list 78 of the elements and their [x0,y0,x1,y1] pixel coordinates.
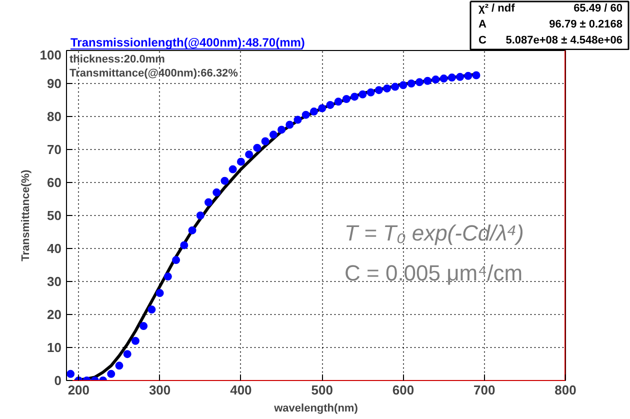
point [204,198,212,206]
text: A [478,18,486,30]
point [294,116,302,124]
point [212,188,221,196]
y-tick-label: 50 [47,208,62,223]
point [318,104,326,112]
point [366,88,375,96]
point [432,76,440,84]
point [131,336,140,345]
x-tick-label: 300 [148,382,171,398]
point [326,100,334,109]
point [269,130,278,139]
x-tick-label: 400 [230,382,252,398]
point [342,95,350,104]
point [123,350,132,358]
point [228,165,237,174]
point [172,256,180,264]
point [399,81,408,90]
point [358,90,367,98]
annotation: C = 0.005 μm⁴/cm [344,260,523,286]
point [253,144,262,152]
y-tick-label: 20 [47,307,62,322]
point [350,92,359,101]
annotation: Transmittance(@400nm):66.32% [70,68,238,80]
annotation: T = T₀ exp(-Cd/λ⁴) [344,220,524,246]
point [66,370,75,378]
point [148,306,156,314]
point [464,72,472,80]
point [188,226,196,234]
x-tick-label: 200 [68,382,90,398]
text: 5.087e+08 ± 4.548e+06 [506,34,623,46]
point [107,370,116,378]
point [236,158,245,166]
point [286,120,294,129]
point [180,241,188,250]
point [196,212,204,220]
point [448,74,456,82]
point [115,362,124,370]
x-tick-label: 800 [554,382,576,398]
point [472,71,480,80]
y-axis-title: Transmittance(%) [20,169,32,262]
point [261,137,270,146]
point [310,108,318,116]
point [220,176,229,185]
point [156,289,164,298]
y-tick-label: 10 [47,340,62,355]
point [415,78,424,86]
text: 65.49 / 60 [574,2,623,14]
y-tick-label: 40 [47,241,62,256]
point [140,322,148,330]
point [407,80,416,88]
x-tick-label: 700 [474,382,496,398]
x-tick-label: 600 [392,382,414,398]
point [374,86,383,94]
y-tick-label: 30 [47,274,62,289]
y-tick-label: 100 [40,48,62,62]
point [424,76,432,85]
point [164,272,172,281]
text: χ² / ndf [478,2,516,14]
point [382,84,391,92]
y-tick-label: 60 [47,175,62,190]
text: 96.79 ± 0.2168 [549,18,623,30]
point [278,126,286,134]
point [334,98,342,106]
y-tick-label: 0 [54,373,62,388]
point [391,82,400,91]
x-tick-label: 500 [311,382,333,398]
y-tick-label: 70 [47,142,62,157]
point [245,150,254,158]
point [302,110,310,119]
text: Transmissionlength(@400nm):48.70(mm) [70,36,305,50]
point [440,74,448,83]
x-axis-title: wavelength(nm) [273,402,358,414]
annotation: thickness:20.0mm [70,54,166,66]
point [456,72,464,81]
y-tick-label: 90 [47,76,62,91]
y-tick-label: 80 [47,109,62,124]
text: C [478,34,486,46]
